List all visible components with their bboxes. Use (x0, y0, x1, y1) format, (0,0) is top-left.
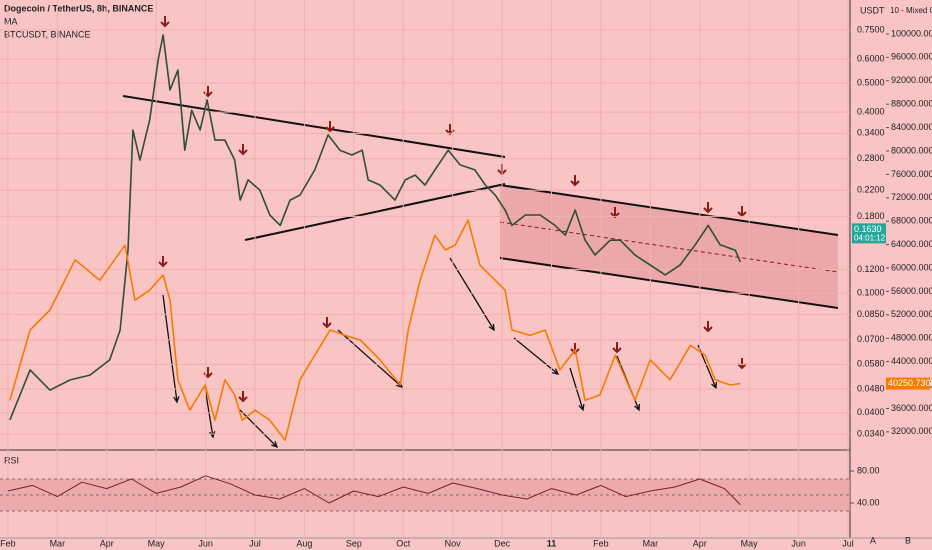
x-tick-label: May (741, 538, 759, 548)
y2-tick-label: 100000.0000 (891, 28, 932, 38)
x-tick-label: Mar (50, 538, 66, 548)
move-arrow (162, 294, 180, 404)
signal-arrow (238, 144, 248, 156)
x-tick-label: Aug (296, 538, 312, 548)
move-arrow (513, 337, 560, 375)
move-arrow (449, 257, 495, 332)
signal-arrow (325, 121, 335, 133)
x-tick-label: Sep (346, 538, 362, 548)
price-label-box (886, 377, 930, 390)
move-arrow (239, 409, 279, 449)
y-tick-label: 0.0580 (857, 359, 885, 369)
x-tick-label: Jul (249, 538, 261, 548)
x-tick-label: Oct (396, 538, 411, 548)
signal-arrow (322, 317, 332, 329)
axis-button[interactable]: A (870, 535, 876, 545)
signal-arrow (610, 207, 620, 219)
y-tick-label: 0.0340 (857, 428, 885, 438)
series-line (9, 219, 741, 441)
x-tick-label: Jun (791, 538, 806, 548)
y2-tick-label: 32000.0000 (891, 426, 932, 436)
y-tick-label: 0.7500 (857, 24, 885, 34)
y2-tick-label: 92000.0000 (891, 75, 932, 85)
y2-tick-label: 52000.0000 (891, 309, 932, 319)
signal-arrow (158, 256, 168, 268)
trend-lines (122, 95, 839, 309)
rsi-tick-label: 80.00 (857, 465, 880, 475)
y-tick-label: 0.6000 (857, 54, 885, 64)
x-tick-label: Apr (693, 538, 707, 548)
y-tick-label: 0.0850 (857, 309, 885, 319)
y-tick-label: 0.0700 (857, 334, 885, 344)
price-label-box (852, 223, 886, 244)
x-tick-label: Mar (643, 538, 659, 548)
y2-tick-label: 96000.0000 (891, 52, 932, 62)
axis-button[interactable]: B (905, 535, 911, 545)
y2-tick-label: 88000.0000 (891, 99, 932, 109)
x-tick-label: Feb (0, 538, 16, 548)
x-tick-label: Apr (100, 538, 114, 548)
y-tick-label: 0.1200 (857, 264, 885, 274)
price-label: 0.1630 (854, 224, 882, 234)
currency-label: USDT (860, 5, 885, 15)
y-tick-label: 0.2800 (857, 153, 885, 163)
signal-arrow (703, 202, 713, 214)
price-label: 40250.7300 (888, 378, 932, 388)
compare-label: BTCUSDT, BINANCE (4, 29, 91, 39)
signal-arrow (612, 342, 622, 354)
series-line (7, 475, 741, 505)
signal-arrow (570, 175, 580, 187)
channel-mid (499, 221, 839, 273)
y-tick-label: 0.2200 (857, 185, 885, 195)
rsi-title: RSI (4, 455, 19, 465)
y2-tick-label: 60000.0000 (891, 262, 932, 272)
y2-tick-label: 64000.0000 (891, 239, 932, 249)
countdown-label: 04:01:12 (854, 233, 886, 242)
y2-tick-label: 48000.0000 (891, 333, 932, 343)
x-tick-label: May (148, 538, 166, 548)
y2-tick-label: 36000.0000 (891, 403, 932, 413)
x-tick-label: Nov (445, 538, 462, 548)
y-tick-label: 0.4000 (857, 107, 885, 117)
series-line (9, 34, 742, 421)
x-tick-label: Feb (593, 538, 609, 548)
signal-arrow (703, 321, 713, 333)
x-tick-label: 11 (547, 538, 557, 548)
y2-tick-label: 80000.0000 (891, 145, 932, 155)
y-tick-label: 0.5000 (857, 77, 885, 87)
x-tick-label: Dec (494, 538, 511, 548)
move-arrow (337, 329, 404, 388)
scale-mode: 10 - Mixed 00 (890, 6, 932, 15)
y-tick-label: 0.3400 (857, 128, 885, 138)
symbol-title: Dogecoin / TetherUS, 8h, BINANCE (4, 3, 153, 13)
x-tick-label: Jun (198, 538, 213, 548)
y2-tick-label: 56000.0000 (891, 286, 932, 296)
signal-arrow (737, 358, 747, 370)
y2-tick-label: 84000.0000 (891, 122, 932, 132)
signal-arrow (238, 391, 248, 403)
signal-arrow (737, 206, 747, 218)
annotations (158, 16, 747, 449)
indicator-label: MA (4, 16, 18, 26)
rsi-tick-label: 40.00 (857, 497, 880, 507)
y2-tick-label: 76000.0000 (891, 169, 932, 179)
y2-tick-label: 44000.0000 (891, 356, 932, 366)
y2-tick-label: 68000.0000 (891, 216, 932, 226)
y-tick-label: 0.1000 (857, 288, 885, 298)
y-tick-label: 0.0400 (857, 407, 885, 417)
y-tick-label: 0.1800 (857, 211, 885, 221)
signal-arrow (160, 16, 170, 28)
y2-tick-label: 72000.0000 (891, 192, 932, 202)
x-tick-label: Jul (842, 538, 854, 548)
y-tick-label: 0.0480 (857, 383, 885, 393)
